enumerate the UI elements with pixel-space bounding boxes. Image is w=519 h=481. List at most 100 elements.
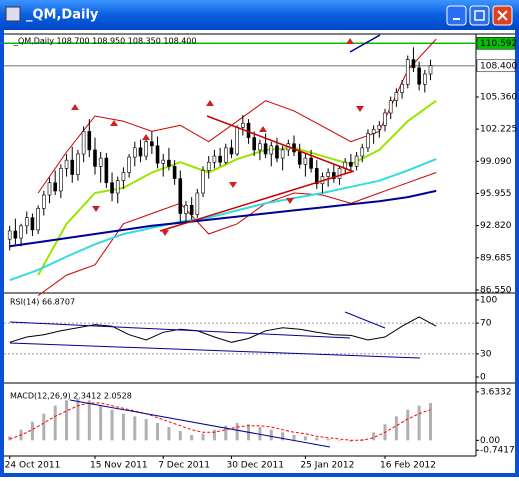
minimize-button[interactable] (446, 5, 467, 26)
candle-body (297, 151, 302, 165)
x-tick-label: 15 Nov 2011 (90, 461, 148, 471)
candle-body (150, 141, 154, 147)
y-tick-label: 70 (480, 319, 492, 329)
y-tick-label: 102.225 (480, 125, 517, 135)
candle-body (326, 172, 330, 177)
macd-bar (42, 413, 46, 441)
candle-body (263, 143, 268, 155)
candle-body (377, 124, 382, 130)
candle-body (235, 127, 239, 155)
candle-body (269, 145, 274, 155)
macd-bar (258, 427, 262, 441)
candle-body (360, 147, 365, 157)
candle-body (167, 159, 171, 167)
candle-body (405, 59, 410, 85)
candle-body (195, 192, 200, 215)
candle-body (47, 182, 52, 196)
macd-bar (224, 425, 228, 441)
macd-bar (8, 436, 12, 441)
candle-body (366, 133, 370, 149)
macd-bar (87, 400, 91, 441)
candle-body (19, 225, 23, 239)
macd-bar (417, 405, 421, 441)
candle-body (303, 157, 308, 165)
macd-bar (326, 439, 330, 441)
macd-bar (338, 440, 342, 441)
maximize-button[interactable] (469, 5, 490, 26)
candle-body (212, 155, 217, 163)
candle-body (24, 217, 29, 227)
x-tick-label: 30 Dec 2011 (226, 461, 284, 471)
candle-body (53, 182, 57, 192)
macd-bar (99, 405, 103, 441)
macd-bar (201, 433, 205, 441)
app-icon (5, 6, 21, 22)
candle-body (394, 92, 399, 101)
price-label-box (476, 59, 516, 73)
y-tick-label: 100 (480, 296, 497, 306)
drawings (9, 34, 421, 448)
candle-body (314, 168, 319, 185)
candle-body (275, 145, 279, 159)
candle-body (388, 100, 393, 114)
price-label-box (476, 37, 516, 50)
candle-body (229, 147, 234, 155)
macd-bar (394, 416, 398, 441)
candle-body (98, 157, 103, 167)
candle-body (383, 112, 387, 126)
macd-bar (360, 439, 364, 441)
candle-body (337, 168, 342, 179)
maximize-icon (474, 10, 485, 21)
y-tick-label: 30 (480, 349, 492, 359)
candle-body (241, 122, 245, 128)
window-title: _QM,Daily (26, 8, 99, 23)
candle-body (127, 156, 131, 173)
candle-body (59, 168, 63, 192)
macd-bar (212, 429, 216, 441)
macd-bar (144, 419, 148, 441)
candle-body (423, 73, 427, 85)
candle-body (76, 153, 80, 175)
macd-bar (281, 432, 285, 441)
candle-body (64, 159, 69, 169)
candle-body (252, 137, 257, 151)
macd-bar (167, 427, 171, 441)
candle-body (400, 83, 404, 93)
fractal-arrows (71, 38, 364, 236)
candle-body (206, 161, 211, 171)
macd-bar (429, 403, 433, 441)
candle-body (201, 170, 205, 194)
macd-bar (406, 409, 410, 441)
macd-bar (349, 440, 353, 442)
candle-body (155, 145, 160, 164)
rsi-line (9, 316, 437, 343)
candle-body (87, 131, 92, 151)
chart-area (4, 30, 515, 473)
x-tick-label: 16 Feb 2012 (380, 461, 436, 471)
candle-body (354, 155, 359, 167)
panel-borders (4, 33, 515, 457)
candle-body (309, 157, 313, 169)
candle-body (13, 230, 18, 239)
macd-bar (315, 437, 319, 441)
macd-bar (235, 423, 239, 441)
macd-bar (292, 435, 296, 441)
candle-body (428, 65, 433, 75)
candle-body (280, 149, 285, 159)
y-tick-label: 89.685 (480, 253, 512, 263)
candle-body (70, 159, 75, 175)
y-tick-label: 0 (480, 372, 486, 382)
macd-bar (156, 423, 160, 441)
candle-body (258, 143, 262, 151)
macd-bar (133, 416, 137, 441)
candle-body (42, 194, 46, 209)
macd-bar (76, 399, 80, 441)
x-tick-label: 25 Jan 2012 (300, 461, 354, 471)
macd-bar (121, 413, 125, 441)
y-tick-label: -0.7417 (480, 446, 515, 456)
candle-body (36, 208, 40, 231)
candle-body (30, 217, 35, 231)
price-label: 110.592 (480, 39, 517, 49)
candle-body (81, 131, 86, 155)
candle-body (104, 157, 109, 184)
